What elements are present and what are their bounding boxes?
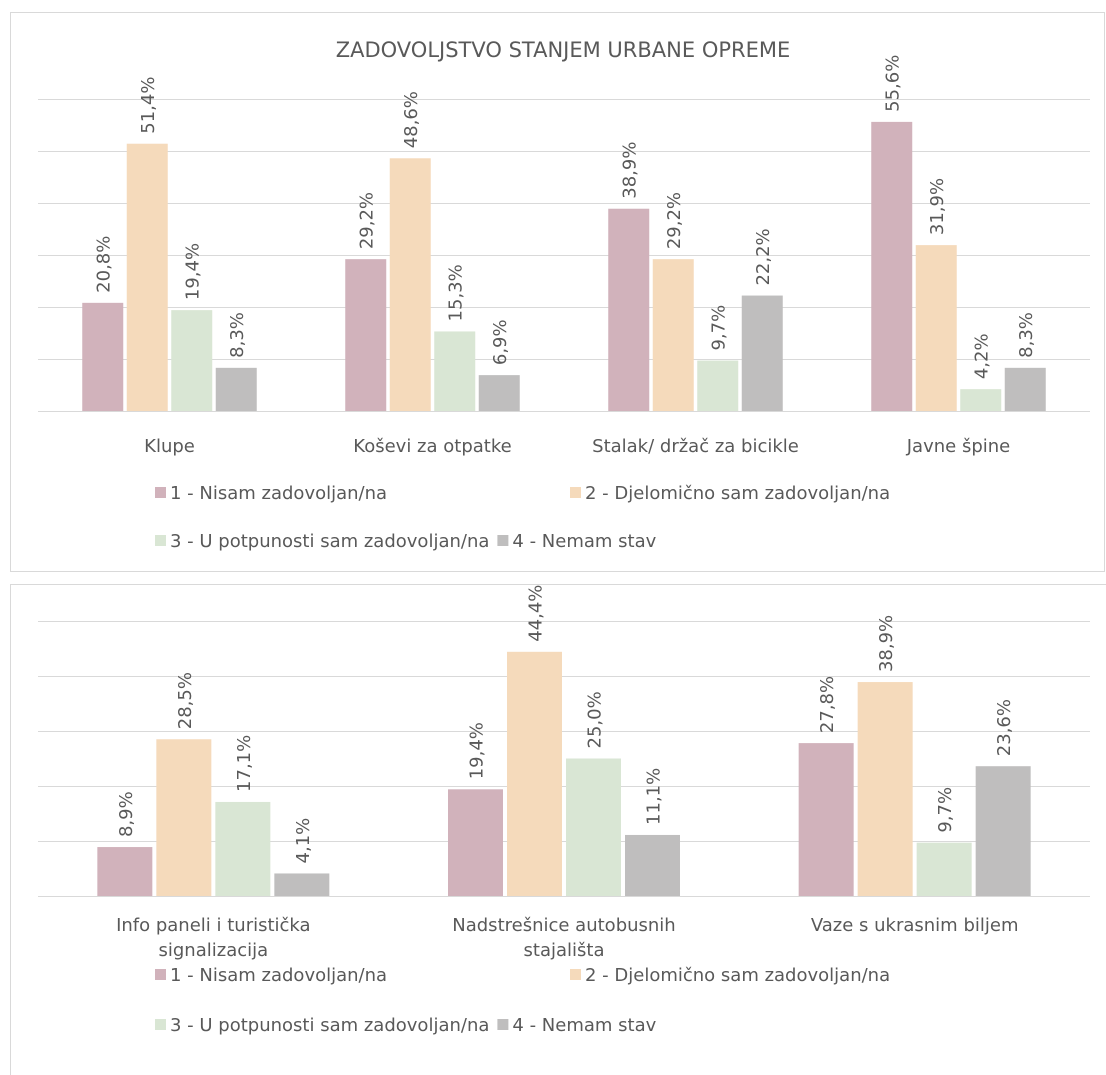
bar (871, 121, 913, 411)
data-label: 22,2% (753, 228, 774, 285)
bar (507, 651, 562, 896)
data-label: 8,3% (227, 312, 248, 358)
bar (274, 873, 330, 896)
data-label: 19,4% (467, 722, 488, 779)
legend-swatch (155, 487, 166, 498)
legend-swatch (497, 535, 509, 546)
bar (915, 245, 957, 411)
data-label: 17,1% (234, 735, 255, 792)
bar (916, 842, 972, 896)
legend-label: 4 - Nemam stav (512, 1015, 656, 1036)
legend-swatch (155, 535, 166, 546)
data-label: 4,2% (972, 333, 993, 379)
bar (697, 360, 739, 411)
bar (97, 847, 153, 896)
bar (652, 259, 694, 411)
data-label: 9,7% (709, 305, 730, 351)
x-tick-label: Koševi za otpatke (353, 436, 511, 457)
bar (741, 295, 783, 411)
data-label: 29,2% (357, 192, 378, 249)
legend-label: 1 - Nisam zadovoljan/na (170, 483, 387, 504)
bar (566, 758, 621, 896)
x-tick-label: Stalak/ držač za bicikle (592, 436, 799, 457)
data-label: 44,4% (526, 585, 547, 642)
data-label: 55,6% (883, 55, 904, 112)
data-label: 31,9% (927, 178, 948, 235)
bar (478, 375, 520, 411)
data-label: 23,6% (994, 699, 1015, 756)
bar (126, 143, 168, 411)
bar (156, 739, 212, 896)
bar (1004, 367, 1046, 411)
data-label: 9,7% (935, 787, 956, 833)
data-label: 25,0% (585, 691, 606, 748)
legend-label: 4 - Nemam stav (512, 531, 656, 552)
bar (798, 743, 854, 896)
chart-title: ZADOVOLJSTVO STANJEM URBANE OPREME (336, 38, 791, 62)
bar (608, 208, 650, 411)
bar (389, 158, 431, 411)
x-tick-label: Vaze s ukrasnim biljem (811, 915, 1019, 936)
legend-label: 2 - Djelomično sam zadovoljan/na (585, 965, 890, 986)
legend-swatch (570, 969, 581, 980)
chart-frame (10, 584, 1106, 1075)
bar (82, 302, 124, 411)
chart-frame (10, 12, 1105, 572)
legend-label: 2 - Djelomično sam zadovoljan/na (585, 483, 890, 504)
bar (448, 789, 503, 896)
legend-swatch (155, 1019, 166, 1030)
data-label: 8,3% (1016, 312, 1037, 358)
data-label: 20,8% (94, 236, 115, 293)
data-label: 4,1% (293, 818, 314, 864)
data-label: 6,9% (490, 319, 511, 365)
data-label: 29,2% (664, 192, 685, 249)
bar (215, 367, 257, 411)
bar (345, 259, 387, 411)
data-label: 48,6% (401, 91, 422, 148)
bar (960, 389, 1002, 411)
data-label: 51,4% (138, 77, 159, 134)
bar (975, 766, 1031, 896)
bar (625, 834, 680, 896)
bar (171, 310, 213, 411)
x-tick-label: Klupe (144, 436, 195, 457)
data-label: 28,5% (175, 672, 196, 729)
legend-label: 1 - Nisam zadovoljan/na (170, 965, 387, 986)
data-label: 38,9% (876, 615, 897, 672)
x-tick-label: Nadstrešnice autobusnih stajališta (452, 915, 675, 961)
x-tick-label: Javne špine (906, 436, 1010, 457)
bar (215, 801, 271, 896)
data-label: 38,9% (620, 142, 641, 199)
data-label: 19,4% (183, 243, 204, 300)
legend-label: 3 - U potpunosti sam zadovoljan/na (170, 1015, 489, 1036)
data-label: 27,8% (817, 676, 838, 733)
x-tick-label: Info paneli i turistička signalizacija (116, 915, 311, 961)
bar (857, 682, 913, 896)
legend-swatch (570, 487, 581, 498)
data-label: 15,3% (446, 264, 467, 321)
legend-label: 3 - U potpunosti sam zadovoljan/na (170, 531, 489, 552)
legend-swatch (497, 1019, 509, 1030)
legend-swatch (155, 969, 166, 980)
bar (434, 331, 476, 411)
data-label: 8,9% (116, 791, 137, 837)
data-label: 11,1% (644, 768, 665, 825)
